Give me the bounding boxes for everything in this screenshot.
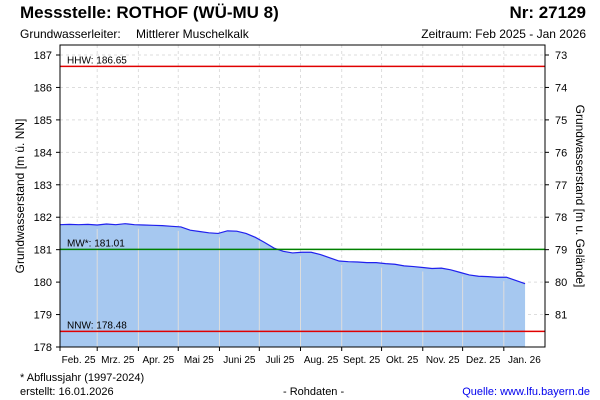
footnote: * Abflussjahr (1997-2024): [20, 372, 145, 384]
y-tick-label: 179: [34, 310, 52, 322]
y-tick-label: 185: [34, 115, 52, 127]
station-number: Nr: 27129: [509, 3, 586, 22]
aquifer-label: Grundwasserleiter:: [20, 27, 121, 41]
y2-tick-label: 73: [555, 50, 567, 62]
series-area: [60, 223, 526, 347]
x-tick-label: Sept. 25: [343, 355, 381, 366]
y2-tick-label: 76: [555, 147, 567, 159]
y2-tick-label: 74: [555, 82, 567, 94]
y2-tick-label: 80: [555, 277, 567, 289]
x-tick-label: Apr. 25: [142, 355, 174, 366]
x-tick-label: Mai 25: [184, 355, 214, 366]
y2-tick-label: 77: [555, 180, 567, 192]
created-date: erstellt: 16.01.2026: [20, 386, 114, 398]
y-tick-label: 187: [34, 50, 52, 62]
y-axis-label: Grundwasserstand [m ü. NN]: [13, 119, 27, 274]
x-tick-label: Nov. 25: [426, 355, 460, 366]
y-tick-label: 182: [34, 212, 52, 224]
y2-axis-label: Grundwasserstand [m u. Gelände]: [573, 105, 587, 288]
y-tick-label: 183: [34, 180, 52, 192]
y-tick-label: 178: [34, 342, 52, 354]
page-title: Messstelle: ROTHOF (WÜ-MU 8): [20, 3, 279, 22]
plot-border: [59, 44, 546, 348]
y-tick-label: 181: [34, 245, 52, 257]
reference-label: MW*: 181.01: [67, 238, 125, 249]
y-tick-label: 184: [34, 147, 52, 159]
reference-label: HHW: 186.65: [67, 55, 127, 66]
x-tick-label: Aug. 25: [304, 355, 339, 366]
x-tick-label: Jan. 26: [508, 355, 541, 366]
x-tick-label: Juli 25: [265, 355, 294, 366]
y-tick-label: 180: [34, 277, 52, 289]
x-tick-label: Dez. 25: [466, 355, 501, 366]
x-tick-label: Mrz. 25: [101, 355, 135, 366]
reference-label: NNW: 178.48: [67, 320, 127, 331]
x-tick-label: Okt. 25: [386, 355, 419, 366]
y2-tick-label: 78: [555, 212, 567, 224]
y2-tick-label: 79: [555, 245, 567, 257]
y2-tick-label: 81: [555, 310, 567, 322]
source-link[interactable]: Quelle: www.lfu.bayern.de: [462, 386, 590, 398]
y2-tick-label: 75: [555, 115, 567, 127]
period: Zeitraum: Feb 2025 - Jan 2026: [421, 27, 586, 41]
aquifer-value: Mittlerer Muschelkalk: [136, 27, 249, 41]
series-line: [59, 223, 526, 285]
y-tick-label: 186: [34, 82, 52, 94]
x-tick-label: Juni 25: [223, 355, 256, 366]
x-tick-label: Feb. 25: [62, 355, 96, 366]
raw-data-note: - Rohdaten -: [283, 386, 345, 398]
